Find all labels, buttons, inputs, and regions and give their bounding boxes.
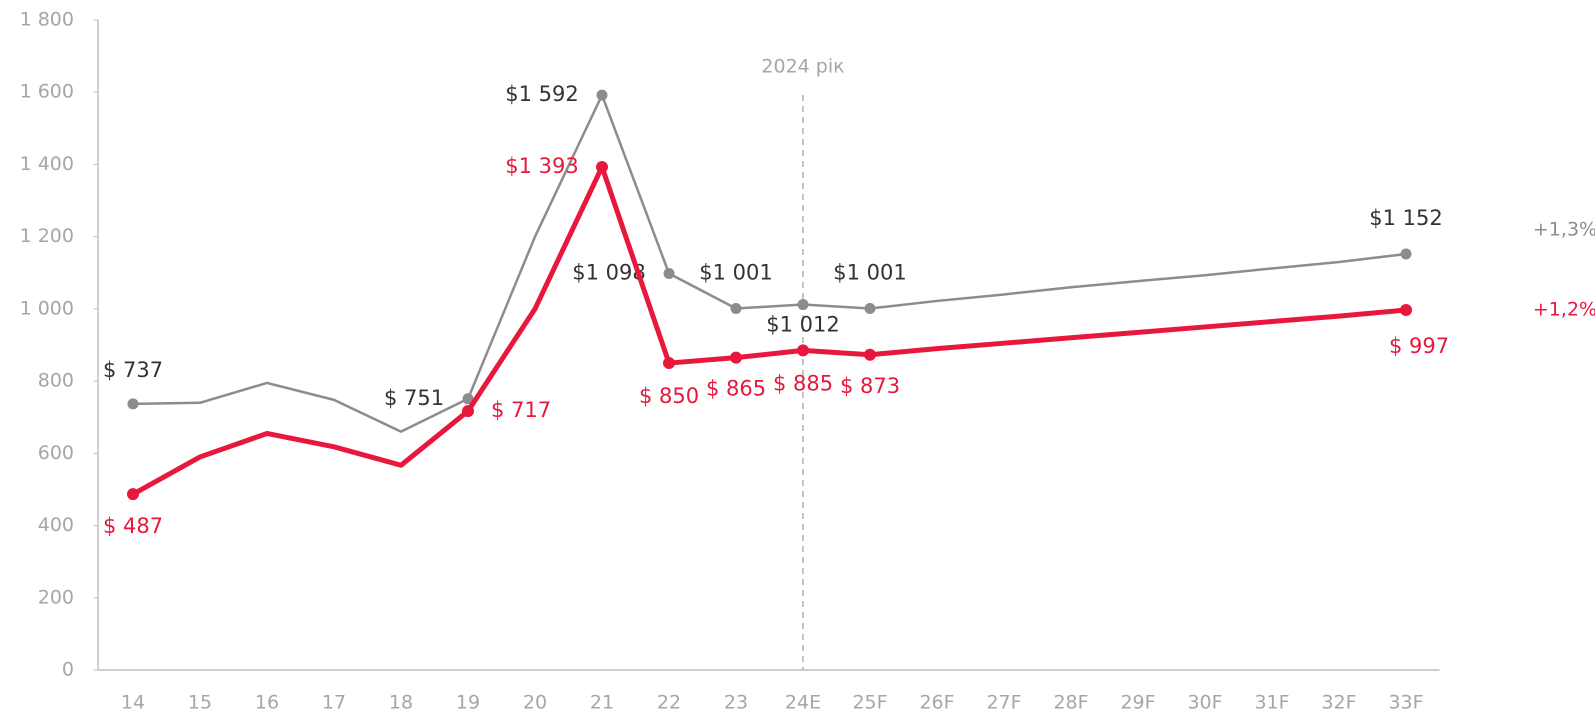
y-tick-label: 600 xyxy=(38,442,74,464)
data-label: $1 592 xyxy=(505,82,578,106)
x-tick-label: 14 xyxy=(121,692,145,714)
x-tick-label: 17 xyxy=(322,692,346,714)
end-label: +1,3% xyxy=(1533,219,1595,241)
data-label: $ 717 xyxy=(491,398,551,422)
x-tick-label: 33F xyxy=(1388,692,1423,714)
point xyxy=(127,488,139,501)
data-label: $1 393 xyxy=(505,154,578,178)
data-label: $1 012 xyxy=(766,313,839,337)
x-tick-label: 29F xyxy=(1120,692,1155,714)
y-tick-label: 1 400 xyxy=(20,153,74,175)
x-tick-label: 21 xyxy=(590,692,614,714)
data-label: $ 751 xyxy=(384,386,444,410)
x-tick-label: 19 xyxy=(456,692,480,714)
point xyxy=(596,160,608,173)
point xyxy=(864,303,876,315)
point xyxy=(730,351,742,364)
x-tick-label: 23 xyxy=(724,692,748,714)
point xyxy=(663,268,675,279)
x-tick-label: 28F xyxy=(1053,692,1088,714)
y-tick-label: 1 600 xyxy=(20,81,74,103)
y-tick-label: 400 xyxy=(38,514,74,536)
series-line xyxy=(132,93,1407,433)
x-tick-label: 24E xyxy=(785,692,821,714)
point xyxy=(127,398,139,410)
y-tick-label: 1 000 xyxy=(20,297,74,319)
x-tick-label: 25F xyxy=(852,692,887,714)
data-label: $ 487 xyxy=(103,514,163,538)
data-label: $ 885 xyxy=(773,371,833,395)
data-label: $ 997 xyxy=(1389,334,1449,358)
point xyxy=(462,393,474,405)
data-label: $1 001 xyxy=(833,261,906,285)
x-tick-label: 31F xyxy=(1254,692,1289,714)
point xyxy=(1400,303,1412,316)
data-label: $1 001 xyxy=(699,261,772,285)
x-tick-label: 18 xyxy=(389,692,413,714)
y-tick-label: 1 200 xyxy=(20,225,74,247)
data-label: $ 737 xyxy=(103,358,163,382)
point xyxy=(730,303,742,315)
series-line xyxy=(131,164,1407,497)
point xyxy=(596,89,608,101)
annotation: 2024 рік xyxy=(761,56,844,78)
end-label: +1,2% xyxy=(1533,299,1595,321)
point xyxy=(663,357,675,370)
x-tick-label: 27F xyxy=(986,692,1021,714)
data-label: $ 873 xyxy=(840,374,900,398)
point xyxy=(1400,248,1412,260)
data-label: $ 865 xyxy=(706,377,766,401)
x-tick-label: 26F xyxy=(919,692,954,714)
point xyxy=(462,405,474,418)
y-tick-label: 1 800 xyxy=(20,9,74,31)
x-tick-label: 16 xyxy=(255,692,279,714)
point xyxy=(797,299,809,311)
data-label: $ 850 xyxy=(639,384,699,408)
x-tick-label: 22 xyxy=(657,692,681,714)
x-tick-label: 30F xyxy=(1187,692,1222,714)
x-tick-label: 15 xyxy=(188,692,212,714)
x-tick-label: 32F xyxy=(1321,692,1356,714)
y-tick-label: 200 xyxy=(38,586,74,608)
data-label: $1 152 xyxy=(1369,206,1442,230)
point xyxy=(864,348,876,361)
x-tick-label: 20 xyxy=(523,692,547,714)
point xyxy=(797,344,809,357)
y-tick-label: 0 xyxy=(62,659,74,681)
y-tick-label: 800 xyxy=(38,370,74,392)
